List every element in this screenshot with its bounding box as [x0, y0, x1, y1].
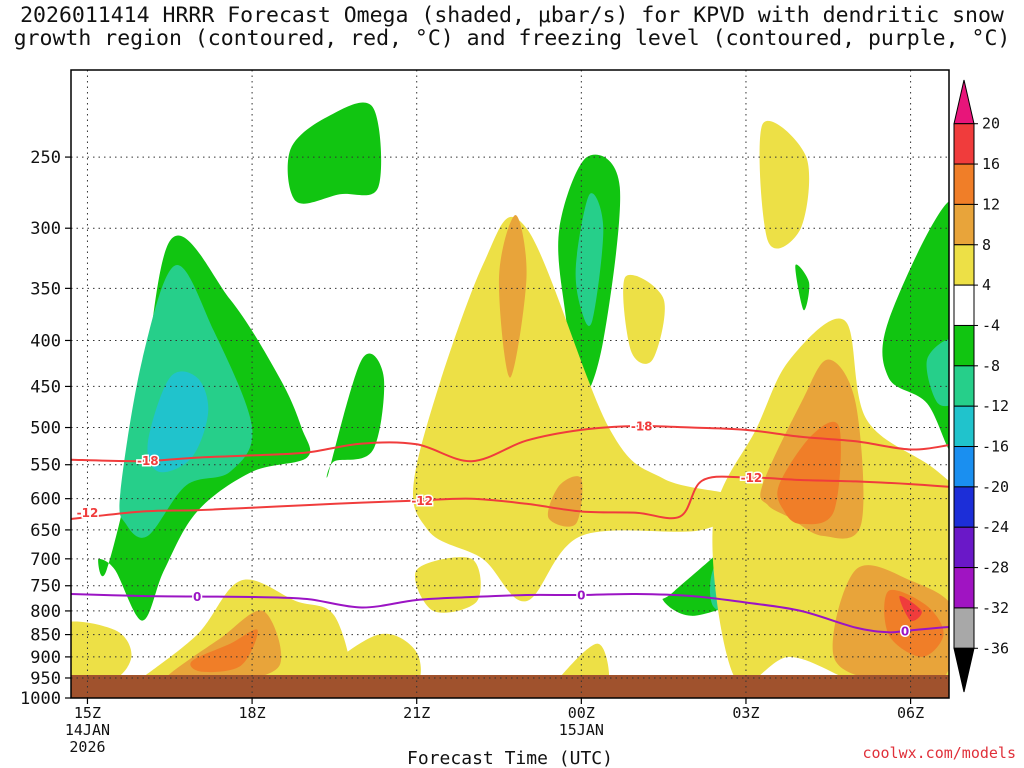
colorbar-box — [953, 607, 975, 649]
colorbar-label: -24 — [982, 518, 1009, 536]
temperature-contours: -18 -18 -12 -12 -12 0 0 0 — [71, 418, 949, 640]
omega-region-2 — [147, 371, 209, 473]
y-tick-label: 550 — [30, 456, 61, 476]
colorbar-box — [953, 324, 975, 367]
x-tick-date: 14JAN — [65, 721, 110, 739]
colorbar-label: -20 — [982, 478, 1009, 496]
colorbar-label: 8 — [982, 236, 991, 254]
y-tick-label: 650 — [30, 521, 61, 541]
x-tick-label: 21Z — [403, 704, 430, 722]
y-axis-ticks: 2503003504004505005506006507007508008509… — [20, 148, 71, 709]
x-tick-date: 15JAN — [559, 721, 604, 739]
y-tick-label: 700 — [30, 550, 61, 570]
omega-region-12 — [795, 264, 810, 311]
colorbar-box — [953, 446, 975, 488]
colorbar-label: -12 — [982, 397, 1009, 415]
omega-region-21 — [414, 557, 481, 613]
plot-frame — [70, 69, 950, 699]
colorbar-label: -8 — [982, 357, 1000, 375]
dgz-label: -12 — [77, 506, 99, 520]
colorbar: 20 16 12 8 4 -4 -8 -12 -16 -20 -24 -28 -32 -36 — [953, 79, 1009, 693]
omega-region-19 — [498, 215, 527, 378]
y-tick-label: 250 — [30, 148, 61, 168]
colorbar-box — [953, 365, 975, 407]
omega-region-3 — [287, 102, 382, 204]
omega-region-30 — [759, 120, 810, 249]
colorbar-box — [953, 284, 975, 326]
colorbar-label: -36 — [982, 639, 1009, 657]
colorbar-label: 12 — [982, 195, 1000, 213]
colorbar-label: 20 — [982, 115, 1000, 133]
omega-region-10 — [926, 339, 949, 407]
omega-region-18 — [412, 216, 742, 602]
x-tick-year: 2026 — [69, 738, 105, 756]
dgz-label: -12 — [741, 471, 763, 485]
omega-region-28 — [884, 589, 944, 657]
y-tick-label: 400 — [30, 331, 61, 351]
omega-region-6 — [575, 193, 604, 326]
y-tick-label: 300 — [30, 219, 61, 239]
y-tick-label: 850 — [30, 626, 61, 646]
colorbar-label: 16 — [982, 155, 1000, 173]
omega-shaded-regions — [71, 102, 949, 698]
freezing-level-contour — [71, 592, 949, 634]
colorbar-bottom-arrow — [953, 647, 975, 693]
omega-region-23 — [623, 274, 665, 364]
dgz-label: -18 — [137, 454, 159, 468]
freezing-label: 0 — [577, 589, 585, 603]
omega-region-4 — [326, 353, 385, 478]
x-tick-label: 15Z — [74, 704, 101, 722]
dgz-label: -18 — [631, 419, 653, 433]
colorbar-label: -28 — [982, 559, 1009, 577]
freezing-label: 0 — [193, 590, 201, 604]
dgz-label: -12 — [411, 494, 433, 508]
omega-region-13 — [71, 621, 132, 688]
omega-region-20 — [547, 476, 583, 527]
ground-bar — [71, 675, 949, 698]
y-tick-label: 900 — [30, 648, 61, 668]
y-tick-label: 500 — [30, 419, 61, 439]
x-tick-label: 06Z — [897, 704, 924, 722]
colorbar-label: -32 — [982, 599, 1009, 617]
y-tick-label: 800 — [30, 602, 61, 622]
colorbar-top-arrow — [953, 79, 975, 125]
y-tick-label: 1000 — [20, 689, 61, 709]
x-tick-label: 03Z — [732, 704, 759, 722]
y-tick-label: 950 — [30, 669, 61, 689]
dgz-contour--18 — [71, 424, 949, 463]
colorbar-box — [953, 203, 975, 246]
title-line-2: growth region (contoured, red, °C) and f… — [13, 26, 1011, 51]
x-tick-label: 18Z — [239, 704, 266, 722]
y-tick-label: 350 — [30, 279, 61, 299]
omega-region-16 — [190, 629, 258, 673]
y-tick-label: 750 — [30, 577, 61, 597]
colorbar-box — [953, 567, 975, 609]
y-tick-label: 600 — [30, 490, 61, 510]
colorbar-box — [953, 405, 975, 448]
title-line-1: 2026011414 HRRR Forecast Omega (shaded, … — [20, 3, 1004, 28]
colorbar-box — [953, 244, 975, 286]
colorbar-box — [953, 526, 975, 569]
colorbar-box — [953, 163, 975, 205]
x-tick-label: 00Z — [568, 704, 595, 722]
colorbar-label: -4 — [982, 316, 1000, 334]
dgz-contour--12 — [71, 475, 949, 520]
x-axis-label: Forecast Time (UTC) — [407, 748, 613, 768]
colorbar-label: -16 — [982, 438, 1009, 456]
y-tick-label: 450 — [30, 377, 61, 397]
colorbar-box — [953, 486, 975, 528]
credit-text: coolwx.com/models — [862, 744, 1016, 762]
omega-region-29 — [899, 595, 922, 622]
chart-title: 2026011414 HRRR Forecast Omega (shaded, … — [0, 4, 1024, 50]
freezing-label: 0 — [901, 624, 909, 638]
colorbar-box — [953, 123, 975, 165]
colorbar-label: 4 — [982, 276, 991, 294]
